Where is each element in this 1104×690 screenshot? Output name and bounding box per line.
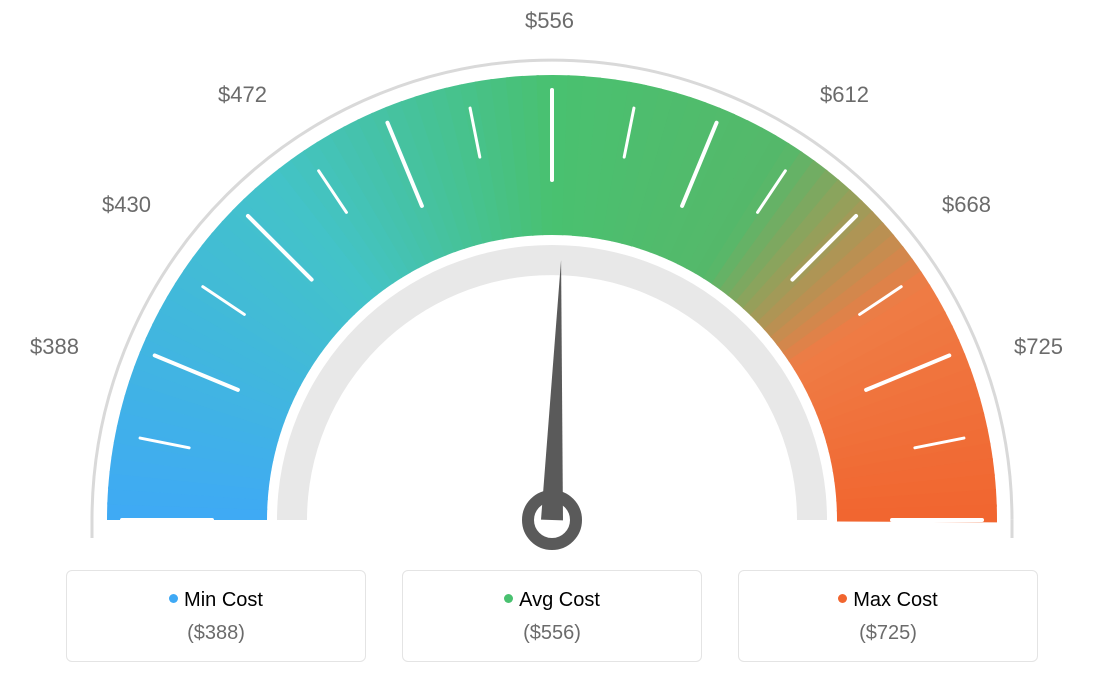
gauge-scale-label: $668 xyxy=(942,192,991,218)
legend-title-min: Min Cost xyxy=(77,589,355,612)
gauge-scale-label: $556 xyxy=(525,8,574,34)
legend-card-min: Min Cost ($388) xyxy=(66,570,366,662)
legend-value-max: ($725) xyxy=(749,622,1027,645)
legend-value-min: ($388) xyxy=(77,622,355,645)
legend-value-avg: ($556) xyxy=(413,622,691,645)
legend-card-avg: Avg Cost ($556) xyxy=(402,570,702,662)
dot-icon xyxy=(504,594,513,603)
gauge-scale-label: $612 xyxy=(820,82,869,108)
legend-title-text: Min Cost xyxy=(184,589,263,611)
gauge-scale-label: $430 xyxy=(102,192,151,218)
legend-title-text: Avg Cost xyxy=(519,589,600,611)
gauge-scale-label: $725 xyxy=(1014,334,1063,360)
dot-icon xyxy=(169,594,178,603)
legend-title-text: Max Cost xyxy=(853,589,937,611)
gauge-svg xyxy=(0,0,1104,560)
legend-title-max: Max Cost xyxy=(749,589,1027,612)
dot-icon xyxy=(838,594,847,603)
legend-card-max: Max Cost ($725) xyxy=(738,570,1038,662)
gauge-scale-label: $388 xyxy=(30,334,79,360)
legend-title-avg: Avg Cost xyxy=(413,589,691,612)
legend-row: Min Cost ($388) Avg Cost ($556) Max Cost… xyxy=(0,570,1104,662)
gauge-chart: $388 $430 $472 $556 $612 $668 $725 xyxy=(0,0,1104,560)
gauge-scale-label: $472 xyxy=(218,82,267,108)
